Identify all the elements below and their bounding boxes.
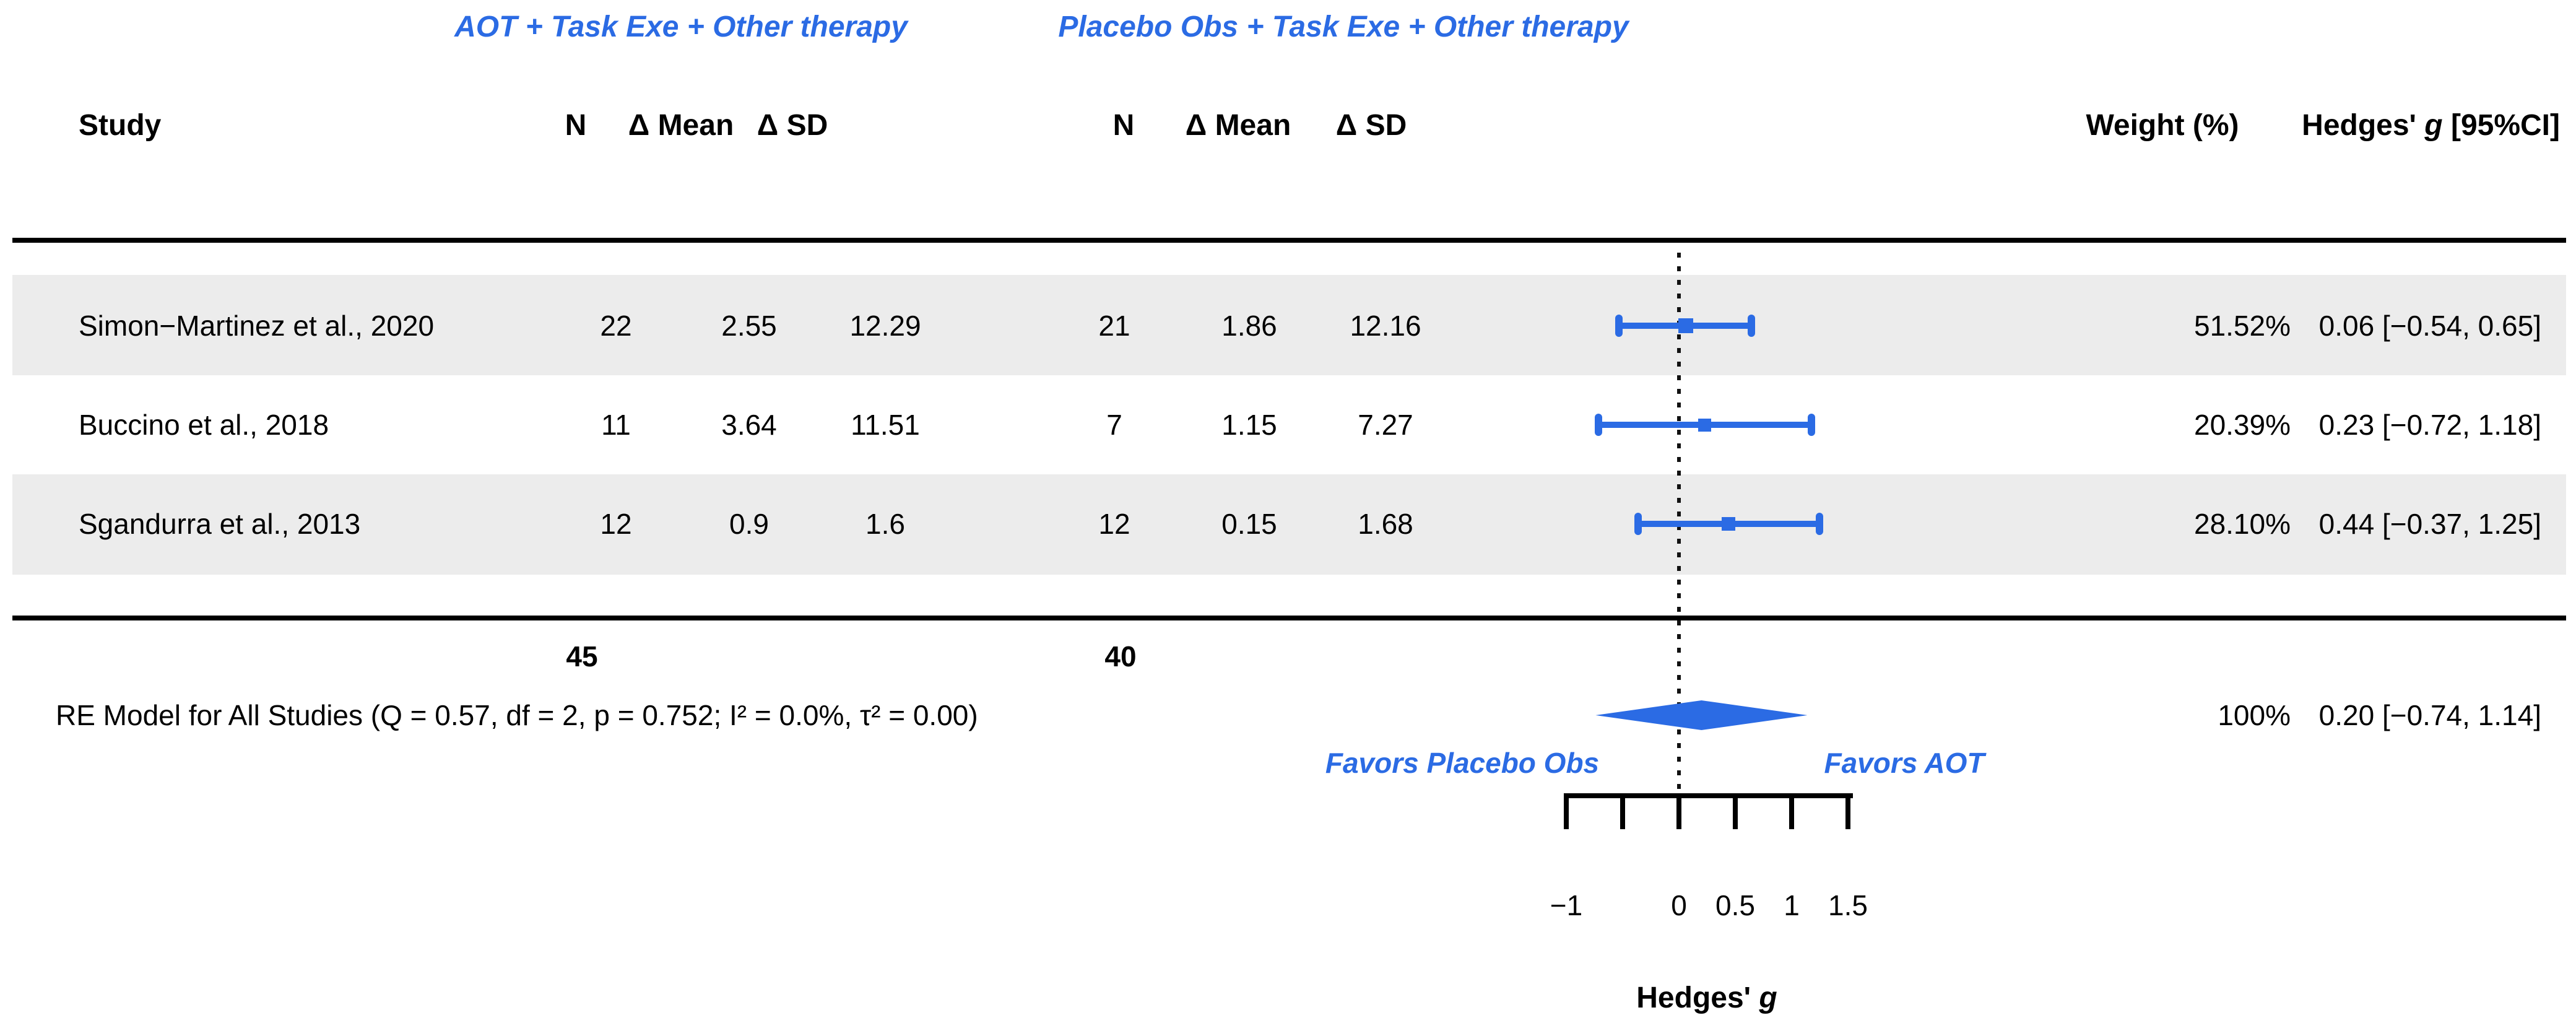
delta-mean-header-treatment: Δ Mean [628, 109, 734, 142]
axis-tick-label: 0.5 [1715, 889, 1755, 921]
n-header-treatment: N [565, 109, 587, 142]
treatment-mean-value: 0.9 [729, 508, 769, 540]
axis-tick-label: 1 [1784, 889, 1800, 921]
axis-tick-label: 1.5 [1828, 889, 1868, 921]
hedges-column-header: Hedges' g [95%CI] [2302, 111, 2560, 141]
ci-cap-left [1615, 315, 1623, 337]
delta-mean-header-control: Δ Mean [1185, 109, 1291, 142]
point-estimate-square [1722, 517, 1736, 531]
treatment-mean-value: 3.64 [721, 409, 777, 441]
control-n-total: 40 [1104, 640, 1137, 673]
control-sd-value: 1.68 [1358, 508, 1413, 540]
treatment-n-value: 12 [600, 508, 632, 540]
axis-line [1566, 793, 1853, 798]
ci-cap-right [1815, 513, 1823, 535]
control-sd-value: 7.27 [1358, 409, 1413, 441]
treatment-n-value: 11 [601, 409, 631, 441]
treatment-sd-value: 1.6 [865, 508, 905, 540]
control-mean-value: 1.86 [1221, 310, 1277, 342]
axis-title-pre: Hedges' [1636, 982, 1759, 1014]
totals-separator-rule [12, 616, 2566, 620]
treatment-n-total: 45 [566, 640, 598, 673]
weight-value: 51.52% [2193, 310, 2291, 342]
estimate-ci-value: 0.06 [−0.54, 0.65] [2318, 310, 2541, 342]
axis-title-g: g [1759, 982, 1777, 1014]
summary-estimate-ci-value: 0.20 [−0.74, 1.14] [2318, 699, 2541, 731]
hedges-header-g: g [2424, 109, 2443, 142]
control-n-value: 21 [1098, 310, 1130, 342]
header-separator-rule [12, 238, 2566, 243]
study-label: Simon−Martinez et al., 2020 [79, 310, 435, 342]
estimate-ci-value: 0.23 [−0.72, 1.18] [2318, 409, 2541, 441]
treatment-sd-value: 12.29 [849, 310, 921, 342]
point-estimate-square [1678, 318, 1693, 333]
hedges-header-pre: Hedges' [2302, 109, 2425, 142]
ci-cap-left [1634, 513, 1642, 535]
treatment-n-value: 22 [600, 310, 632, 342]
row-stripe-3 [12, 474, 2566, 575]
treatment-mean-value: 2.55 [721, 310, 777, 342]
hedges-header-post: [95%CI] [2442, 109, 2560, 142]
x-axis-title: Hedges' g [1636, 983, 1777, 1013]
control-mean-value: 0.15 [1221, 508, 1277, 540]
axis-tick [1676, 793, 1681, 829]
point-estimate-square [1698, 418, 1712, 432]
favors-treatment-label: Favors AOT [1824, 747, 1985, 779]
delta-sd-header-control: Δ SD [1335, 109, 1407, 142]
axis-tick [1620, 793, 1625, 829]
weight-column-header: Weight (%) [2086, 109, 2239, 142]
study-column-header: Study [79, 109, 162, 142]
summary-weight-value: 100% [2218, 699, 2291, 731]
weight-value: 20.39% [2193, 409, 2291, 441]
control-n-value: 12 [1098, 508, 1130, 540]
axis-tick-label: −1 [1550, 889, 1583, 921]
axis-tick [1789, 793, 1794, 829]
control-n-value: 7 [1106, 409, 1122, 441]
treatment-group-header: AOT + Task Exe + Other therapy [454, 11, 908, 43]
favors-control-label: Favors Placebo Obs [1325, 747, 1600, 779]
axis-tick [1845, 793, 1850, 829]
control-group-header: Placebo Obs + Task Exe + Other therapy [1058, 11, 1629, 43]
control-sd-value: 12.16 [1350, 310, 1421, 342]
weight-value: 28.10% [2193, 508, 2291, 540]
axis-tick-label: 0 [1671, 889, 1687, 921]
row-stripe-1 [12, 275, 2566, 375]
summary-diamond [1595, 700, 1808, 730]
re-model-label: RE Model for All Studies (Q = 0.57, df =… [56, 699, 978, 731]
ci-cap-right [1807, 414, 1815, 436]
axis-tick [1733, 793, 1738, 829]
delta-sd-header-treatment: Δ SD [757, 109, 828, 142]
study-label: Sgandurra et al., 2013 [79, 508, 361, 540]
study-label: Buccino et al., 2018 [79, 409, 329, 441]
control-mean-value: 1.15 [1221, 409, 1277, 441]
ci-cap-right [1748, 315, 1756, 337]
treatment-sd-value: 11.51 [851, 409, 920, 441]
n-header-control: N [1112, 109, 1135, 142]
ci-cap-left [1594, 414, 1602, 436]
estimate-ci-value: 0.44 [−0.37, 1.25] [2318, 508, 2541, 540]
axis-tick [1564, 793, 1569, 829]
